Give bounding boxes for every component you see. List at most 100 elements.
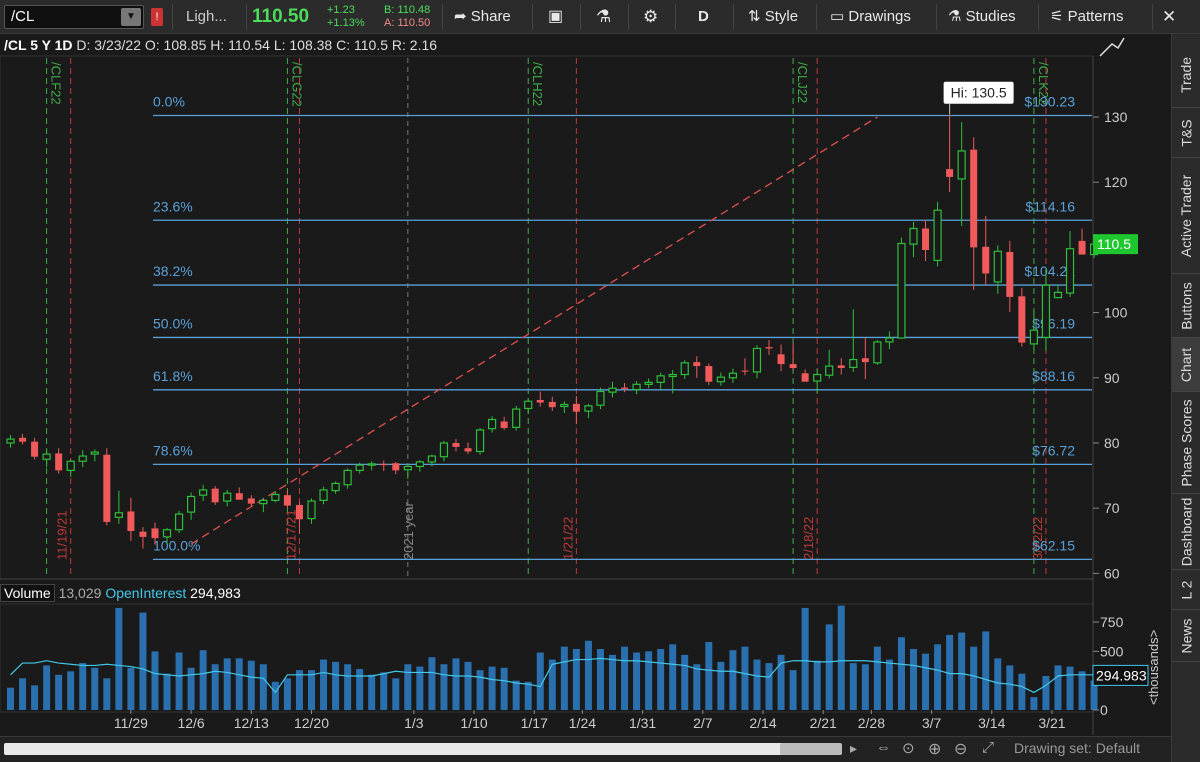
time-tick-label: 12/20 [294,715,329,731]
candle [452,439,460,452]
oi-label[interactable]: OpenInterest [105,585,187,601]
last-price: 110.50 [252,6,310,27]
volume-bar [693,664,701,710]
drawing-set-selector[interactable]: Drawing set: Default [1014,740,1141,756]
snapshot-button[interactable]: ▣ [548,0,563,34]
candle [946,113,954,192]
volume-bar [560,646,568,710]
sidebar-tab-trade[interactable]: Trade [1172,42,1200,108]
candle [247,495,255,507]
zoom-out-icon[interactable]: ⊖ [954,741,968,758]
expand-icon[interactable]: ⤢ [982,739,995,756]
candle [139,527,147,549]
lab-button[interactable]: ⚗ [596,0,611,34]
sidebar-tab-chart[interactable]: Chart [1172,338,1200,392]
candle [572,396,580,425]
candle-body [957,150,966,180]
volume-bar [657,648,665,710]
volume-bar [1090,680,1098,710]
scrollbar-thumb[interactable] [780,743,842,755]
volume-bar [934,644,942,710]
candle-body [560,403,569,408]
candle-body [861,358,869,363]
candle-body [380,463,388,466]
candle-body [982,246,990,274]
sidebar-tab-label: Dashboard [1178,497,1195,566]
bid-ask-block: B: 110.48 A: 110.50 [384,4,430,30]
expiry-label: /CLH22 [530,62,545,106]
sidebar-tab-phase-scores[interactable]: Phase Scores [1172,392,1200,494]
volume-tick-label: 500 [1100,643,1124,659]
theme-selector[interactable]: Ligh... [186,8,227,25]
sidebar-tab-l-2[interactable]: L 2 [1172,570,1200,610]
bottom-bar: ▸ ⇔ ⊙ ⊕ ⊖ ⤢ Drawing set: Default [0,736,1171,762]
fib-pct-label: 38.2% [153,263,193,279]
candle [765,339,773,355]
candle-body [475,429,485,453]
sidebar-tab-label: Chart [1178,347,1195,382]
volume-bar [922,653,930,710]
symbol-input[interactable]: /CL ▼ [4,5,144,29]
open-interest-line [10,657,1095,694]
volume-bar [813,660,821,710]
volume-bar [392,678,400,710]
settings-button[interactable]: ⚙ [643,0,658,34]
toolbar-divider [442,4,443,30]
fib-pct-label: 0.0% [153,94,185,110]
candle [584,403,593,419]
candle [705,363,713,385]
zoom-in-icon[interactable]: ⊕ [928,741,942,758]
volume-bar [609,654,616,710]
share-button[interactable]: ➦ Share [454,0,511,34]
volume-bar [55,674,63,710]
candle-body [464,448,472,452]
volume-label[interactable]: Volume [0,584,55,602]
toolbar-divider [628,4,629,30]
sidebar-tab-active-trader[interactable]: Active Trader [1172,158,1200,274]
trendline-group[interactable] [190,116,878,545]
sidebar-tab-news[interactable]: News [1172,610,1200,662]
price-pane-bg [0,55,1094,580]
candle [367,461,376,471]
fib-pct-label: 50.0% [153,315,193,331]
sidebar-tab-buttons[interactable]: Buttons [1172,274,1200,338]
drawings-button[interactable]: ▭ Drawings [830,0,911,34]
alert-flag-icon[interactable]: ! [151,8,163,26]
candle-body [259,499,268,505]
patterns-button[interactable]: ⚟ Patterns [1050,0,1124,34]
volume-bar [873,646,881,710]
volume-bar [7,687,14,710]
period-selector[interactable]: D [698,8,709,25]
candle-body [271,493,280,501]
symbol-dropdown-icon[interactable]: ▼ [121,8,141,26]
sidebar-tab-dashboard[interactable]: Dashboard [1172,494,1200,570]
zoom-reset-icon[interactable]: ⊙ [902,740,915,757]
chart-scrollbar[interactable] [4,743,840,755]
candle-body [765,347,773,349]
candle [801,369,809,382]
toolbar-divider [936,4,937,30]
sidebar-tab-t-s[interactable]: T&S [1172,108,1200,158]
candle [849,309,858,372]
close-button[interactable]: ✕ [1162,0,1176,34]
candle [1065,231,1075,297]
chart-canvas[interactable]: /CLF22/CLG22/CLH22/CLJ22/CLK22 11/19/21 12… [0,0,1171,736]
style-button[interactable]: ⇅ Style [748,0,798,34]
price-tick-label: 120 [1104,174,1128,190]
studies-button[interactable]: ⚗ Studies [948,0,1016,34]
volume-bar [79,663,87,710]
volume-bar [548,659,556,710]
candle-body [524,400,533,410]
candle-body [283,495,291,506]
volume-bar [633,652,641,710]
drag-handle-icon[interactable]: ⇔ [876,739,891,756]
volume-bar [127,667,135,710]
candle [380,460,388,472]
volume-bar [1054,665,1062,710]
price-tick-label: 100 [1104,305,1128,321]
candle-body [343,469,352,486]
toolbar: /CL ▼ ! Ligh... 110.50 +1.23 +1.13% B: 1… [0,0,1200,34]
candle-body [548,401,556,408]
scroll-start-icon[interactable]: ▸ [850,740,858,756]
candle [982,216,990,285]
